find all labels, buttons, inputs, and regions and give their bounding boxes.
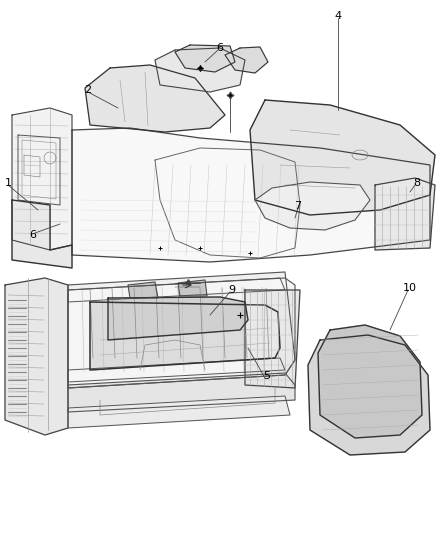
Text: 7: 7 — [294, 201, 301, 211]
Polygon shape — [108, 297, 248, 340]
Polygon shape — [375, 178, 435, 250]
Polygon shape — [12, 108, 72, 250]
Polygon shape — [128, 282, 158, 298]
Polygon shape — [175, 45, 235, 72]
Text: 5: 5 — [264, 371, 271, 381]
Text: 8: 8 — [413, 178, 420, 188]
Text: 6: 6 — [29, 230, 36, 240]
Polygon shape — [308, 335, 430, 455]
Polygon shape — [318, 325, 422, 438]
Text: 6: 6 — [216, 43, 223, 53]
Polygon shape — [68, 358, 285, 382]
Text: 9: 9 — [229, 285, 236, 295]
Polygon shape — [90, 302, 280, 370]
Polygon shape — [68, 373, 295, 412]
Text: 2: 2 — [85, 85, 92, 95]
Text: 10: 10 — [403, 283, 417, 293]
Polygon shape — [178, 280, 207, 296]
Polygon shape — [68, 278, 285, 302]
Polygon shape — [245, 290, 300, 388]
Text: 1: 1 — [4, 178, 11, 188]
Polygon shape — [85, 65, 225, 132]
Text: 4: 4 — [335, 11, 342, 21]
Polygon shape — [155, 48, 245, 92]
Polygon shape — [5, 278, 68, 435]
Polygon shape — [68, 278, 295, 388]
Polygon shape — [72, 128, 430, 262]
Polygon shape — [68, 396, 290, 428]
Polygon shape — [250, 100, 435, 215]
Polygon shape — [68, 272, 295, 388]
Polygon shape — [255, 182, 370, 230]
Polygon shape — [225, 47, 268, 73]
Polygon shape — [12, 200, 72, 268]
